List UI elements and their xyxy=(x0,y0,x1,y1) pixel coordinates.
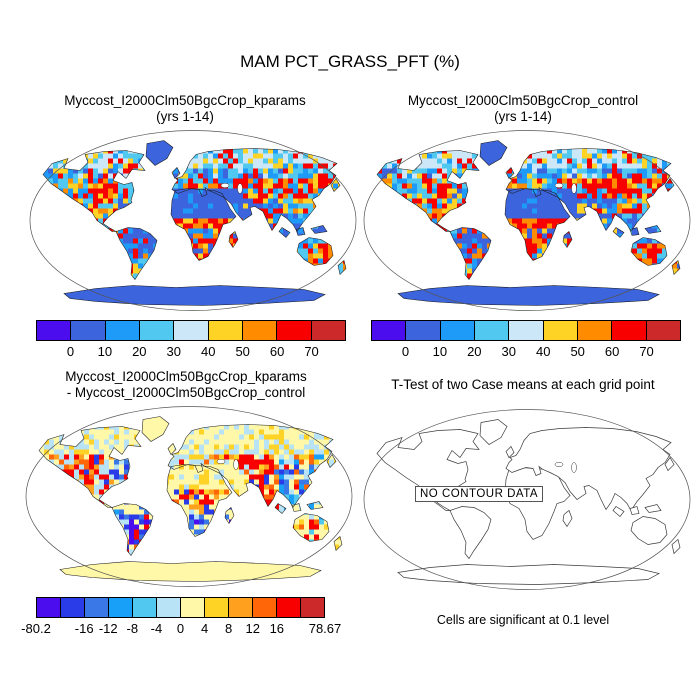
colorbar-cell-8 xyxy=(310,321,345,340)
colorbar-tick-label: 70 xyxy=(304,344,319,359)
colorbar-tick-label: 70 xyxy=(639,344,654,359)
colorbar-tick-label: 20 xyxy=(467,344,482,359)
colorbar-tick-labels: 0 10 20 30 40 50 60 70 xyxy=(371,344,681,362)
colorbar-cell-5 xyxy=(156,598,180,617)
colorbar-cell-5 xyxy=(207,321,242,340)
no-contour-data-badge: NO CONTOUR DATA xyxy=(415,486,544,502)
colorbar-tick-label: 60 xyxy=(269,344,285,359)
colorbar-cell-8 xyxy=(645,321,680,340)
colorbar-tick-label: 40 xyxy=(536,344,551,359)
colorbar-cells xyxy=(36,597,325,618)
colorbar-cell-2 xyxy=(104,321,139,340)
panel-title-topleft-line2: (yrs 1-14) xyxy=(156,109,214,124)
colorbar-tick-label: 0 xyxy=(66,344,75,359)
colorbar-tick-label: 16 xyxy=(269,621,285,636)
colorbar-cell-0 xyxy=(37,598,60,617)
colorbar-tick-label: -16 xyxy=(74,621,94,636)
colorbar-tick-label: 10 xyxy=(432,344,448,359)
colorbar-tick-label: 10 xyxy=(97,344,113,359)
world-map-difference xyxy=(25,406,353,587)
panel-title-topleft-line1: Myccost_I2000Clm50BgcCrop_kparams xyxy=(64,93,306,108)
colorbar-tick-label: 20 xyxy=(132,344,147,359)
colorbar-tick-label: 4 xyxy=(200,621,209,636)
colorbar-cell-2 xyxy=(84,598,108,617)
colorbar-cell-1 xyxy=(405,321,440,340)
colorbar-tick-label: -4 xyxy=(150,621,163,636)
panel-title-topright: Myccost_I2000Clm50BgcCrop_control (yrs 1… xyxy=(356,93,690,125)
colorbar-cell-1 xyxy=(70,321,105,340)
colorbar-cell-0 xyxy=(37,321,71,340)
panel-title-topright-line2: (yrs 1-14) xyxy=(494,109,552,124)
panel-title-topleft: Myccost_I2000Clm50BgcCrop_kparams (yrs 1… xyxy=(18,93,352,125)
colorbar-pct-left: 0 10 20 30 40 50 60 70 xyxy=(36,320,346,362)
colorbar-tick-label: 0 xyxy=(176,621,185,636)
colorbar-tick-label: -12 xyxy=(98,621,118,636)
colorbar-tick-label: 78.67 xyxy=(308,621,342,636)
world-map-control xyxy=(363,130,691,311)
panel-title-bottomright: T-Test of two Case means at each grid po… xyxy=(391,377,655,392)
colorbar-cells xyxy=(371,320,681,341)
colorbar-tick-labels: -80.2 -16 -12 -8 -4 0 4 8 12 16 78.67 xyxy=(21,621,341,639)
colorbar-cell-7 xyxy=(204,598,228,617)
colorbar-tick-label: 40 xyxy=(201,344,216,359)
colorbar-cell-3 xyxy=(473,321,509,340)
panel-title-bottomleft-line1: Myccost_I2000Clm50BgcCrop_kparams xyxy=(65,369,307,384)
colorbar-cells xyxy=(36,320,346,341)
colorbar-cell-8 xyxy=(228,598,252,617)
colorbar-tick-label: -80.2 xyxy=(21,621,51,636)
colorbar-tick-labels: 0 10 20 30 40 50 60 70 xyxy=(36,344,346,362)
colorbar-cell-3 xyxy=(108,598,132,617)
colorbar-tick-label: 50 xyxy=(235,344,250,359)
colorbar-cell-4 xyxy=(508,321,543,340)
colorbar-tick-label: 30 xyxy=(501,344,516,359)
colorbar-tick-label: 50 xyxy=(570,344,585,359)
colorbar-cell-4 xyxy=(173,321,208,340)
colorbar-pct-right: 0 10 20 30 40 50 60 70 xyxy=(371,320,681,362)
panel-title-topright-line1: Myccost_I2000Clm50BgcCrop_control xyxy=(407,93,639,108)
colorbar-cell-10 xyxy=(276,598,300,617)
page-title: MAM PCT_GRASS_PFT (%) xyxy=(240,52,460,71)
colorbar-cell-1 xyxy=(60,598,84,617)
colorbar-cell-6 xyxy=(180,598,204,617)
colorbar-diff: -80.2 -16 -12 -8 -4 0 4 8 12 16 78.67 xyxy=(21,597,341,639)
colorbar-tick-label: 60 xyxy=(604,344,620,359)
colorbar-cell-6 xyxy=(241,321,277,340)
world-map-kparams xyxy=(29,130,357,311)
colorbar-cell-7 xyxy=(276,321,311,340)
colorbar-cell-11 xyxy=(300,598,324,617)
colorbar-cell-0 xyxy=(372,321,406,340)
colorbar-cell-2 xyxy=(439,321,474,340)
colorbar-cell-3 xyxy=(138,321,174,340)
significance-caption: Cells are significant at 0.1 level xyxy=(436,613,610,627)
panel-title-bottomleft-line2: - Myccost_I2000Clm50BgcCrop_control xyxy=(66,385,306,400)
colorbar-tick-label: 0 xyxy=(401,344,410,359)
colorbar-cell-7 xyxy=(611,321,646,340)
colorbar-cell-4 xyxy=(132,598,156,617)
colorbar-tick-label: 30 xyxy=(166,344,181,359)
colorbar-cell-5 xyxy=(542,321,577,340)
panel-title-bottomleft: Myccost_I2000Clm50BgcCrop_kparams - Mycc… xyxy=(14,369,358,401)
colorbar-tick-label: 8 xyxy=(225,621,233,636)
colorbar-tick-label: -8 xyxy=(126,621,139,636)
colorbar-cell-9 xyxy=(252,598,276,617)
colorbar-tick-label: 12 xyxy=(245,621,260,636)
colorbar-cell-6 xyxy=(576,321,612,340)
